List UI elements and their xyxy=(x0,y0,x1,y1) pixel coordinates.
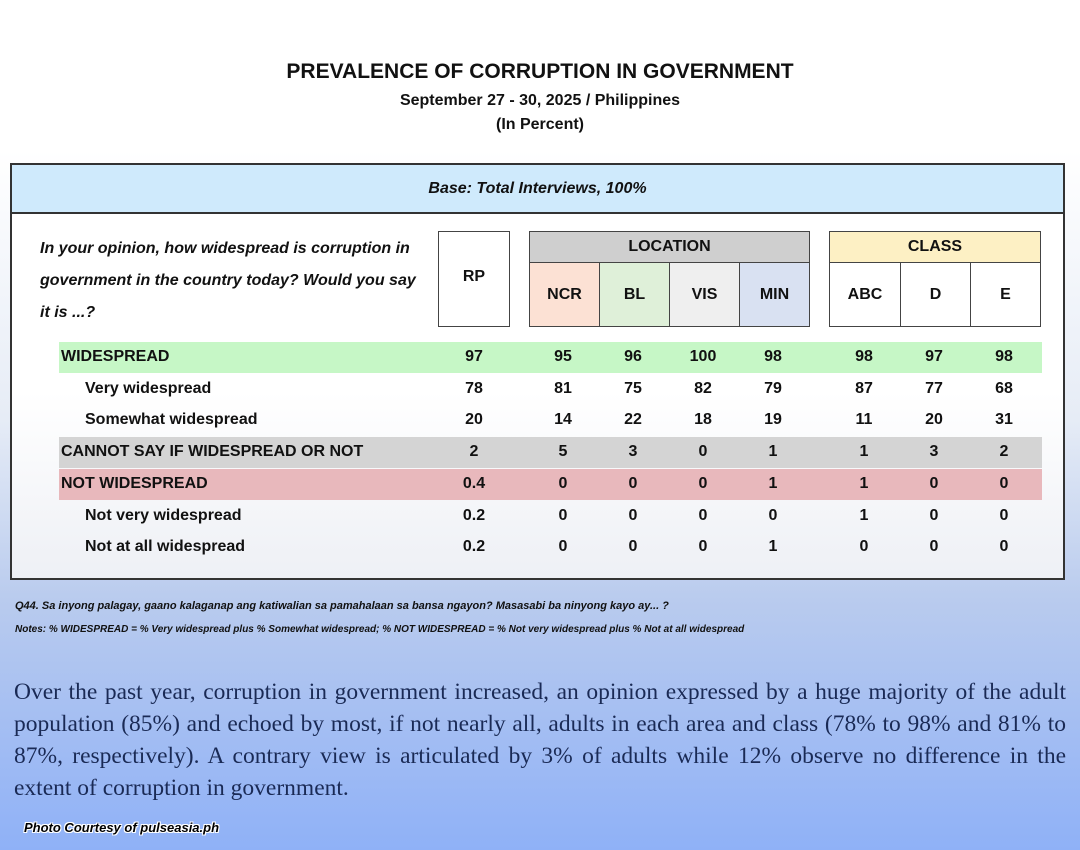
cell-abc: 1 xyxy=(859,443,869,461)
summary-paragraph: Over the past year, corruption in govern… xyxy=(14,679,1066,801)
table-row: NOT WIDESPREAD 0.4 0 0 0 1 1 0 0 xyxy=(59,468,1042,500)
header-d: D xyxy=(900,262,971,327)
cell-bl: 96 xyxy=(624,348,642,365)
row-label: Not at all widespread xyxy=(85,538,246,556)
header-class: CLASS xyxy=(829,231,1041,263)
cell-bl: 22 xyxy=(624,411,642,429)
cell-d: 97 xyxy=(925,348,943,365)
cell-rp: 0.2 xyxy=(462,538,486,556)
header-min: MIN xyxy=(739,262,810,327)
header-abc: ABC xyxy=(829,262,901,327)
cell-rp: 0.4 xyxy=(462,474,486,492)
cell-abc: 98 xyxy=(855,348,873,365)
row-label: NOT WIDESPREAD xyxy=(61,474,208,492)
chart-unit: (In Percent) xyxy=(495,116,584,133)
chart-title: PREVALENCE OF CORRUPTION IN GOVERNMENT xyxy=(286,60,794,83)
cell-ncr: 0 xyxy=(558,474,568,492)
cell-d: 77 xyxy=(925,379,943,397)
table-notes: Notes: % WIDESPREAD = % Very widespread … xyxy=(15,624,745,635)
cell-d: 3 xyxy=(929,443,939,461)
table-row: CANNOT SAY IF WIDESPREAD OR NOT 2 5 3 0 1 1 3 2 xyxy=(59,437,1042,469)
header-vis: VIS xyxy=(669,262,740,327)
question-text: In your opinion, how widespread is corru… xyxy=(40,240,416,321)
cell-min: 19 xyxy=(764,411,782,429)
cell-bl: 0 xyxy=(628,538,638,556)
table-row: Not very widespread 0.2 0 0 0 0 1 0 0 xyxy=(59,501,1042,532)
cell-ncr: 95 xyxy=(554,348,572,365)
cell-d: 0 xyxy=(929,538,939,556)
cell-e: 0 xyxy=(999,538,1009,556)
cell-rp: 20 xyxy=(465,411,483,429)
cell-abc: 87 xyxy=(855,379,873,397)
chart-subtitle: September 27 - 30, 2025 / Philippines xyxy=(399,92,681,109)
cell-min: 0 xyxy=(768,506,778,524)
cell-bl: 0 xyxy=(628,474,638,492)
row-label: Very widespread xyxy=(85,379,212,397)
cell-min: 79 xyxy=(764,379,782,397)
row-label: Not very widespread xyxy=(85,506,242,524)
table-row: Very widespread 78 81 75 82 79 87 77 68 xyxy=(59,374,1042,405)
cell-ncr: 5 xyxy=(558,443,568,461)
cell-bl: 3 xyxy=(628,443,638,461)
cell-e: 98 xyxy=(995,348,1013,365)
cell-min: 1 xyxy=(768,474,778,492)
cell-e: 0 xyxy=(999,474,1009,492)
cell-rp: 97 xyxy=(465,348,483,365)
cell-ncr: 81 xyxy=(554,379,572,397)
cell-vis: 0 xyxy=(698,538,708,556)
cell-vis: 0 xyxy=(698,474,708,492)
header-e: E xyxy=(970,262,1041,327)
cell-e: 68 xyxy=(995,379,1013,397)
table-row: Somewhat widespread 20 14 22 18 19 11 20 31 xyxy=(59,405,1042,436)
cell-d: 0 xyxy=(929,474,939,492)
cell-ncr: 0 xyxy=(558,538,568,556)
cell-min: 1 xyxy=(768,443,778,461)
q44-translation: Q44. Sa inyong palagay, gaano kalaganap … xyxy=(15,600,669,612)
row-label: CANNOT SAY IF WIDESPREAD OR NOT xyxy=(61,443,364,461)
photo-credit: Photo Courtesy of pulseasia.ph xyxy=(24,820,220,835)
cell-vis: 82 xyxy=(694,379,712,397)
cell-rp: 78 xyxy=(465,379,483,397)
cell-abc: 11 xyxy=(855,411,873,429)
cell-d: 20 xyxy=(925,411,943,429)
cell-vis: 0 xyxy=(698,443,708,461)
table-row: Not at all widespread 0.2 0 0 0 1 0 0 0 xyxy=(59,532,1042,563)
base-banner: Base: Total Interviews, 100% xyxy=(12,165,1063,214)
cell-rp: 2 xyxy=(469,443,479,461)
cell-vis: 100 xyxy=(689,348,717,365)
survey-table: Base: Total Interviews, 100% In your opi… xyxy=(10,163,1065,580)
header-rp: RP xyxy=(438,231,510,327)
cell-vis: 18 xyxy=(694,411,712,429)
cell-ncr: 0 xyxy=(558,506,568,524)
cell-abc: 1 xyxy=(859,506,869,524)
cell-e: 31 xyxy=(995,411,1013,429)
cell-abc: 0 xyxy=(859,538,869,556)
header-bl: BL xyxy=(599,262,670,327)
cell-bl: 0 xyxy=(628,506,638,524)
cell-min: 1 xyxy=(768,538,778,556)
cell-abc: 1 xyxy=(859,474,869,492)
table-row: WIDESPREAD 97 95 96 100 98 98 97 98 xyxy=(59,342,1042,373)
header-ncr: NCR xyxy=(529,262,600,327)
cell-ncr: 14 xyxy=(554,411,572,429)
cell-d: 0 xyxy=(929,506,939,524)
row-label: Somewhat widespread xyxy=(85,411,258,429)
header-location: LOCATION xyxy=(529,231,810,263)
cell-vis: 0 xyxy=(698,506,708,524)
cell-e: 2 xyxy=(999,443,1009,461)
cell-bl: 75 xyxy=(624,379,642,397)
row-label: WIDESPREAD xyxy=(61,348,170,365)
cell-rp: 0.2 xyxy=(462,506,486,524)
cell-min: 98 xyxy=(764,348,782,365)
cell-e: 0 xyxy=(999,506,1009,524)
